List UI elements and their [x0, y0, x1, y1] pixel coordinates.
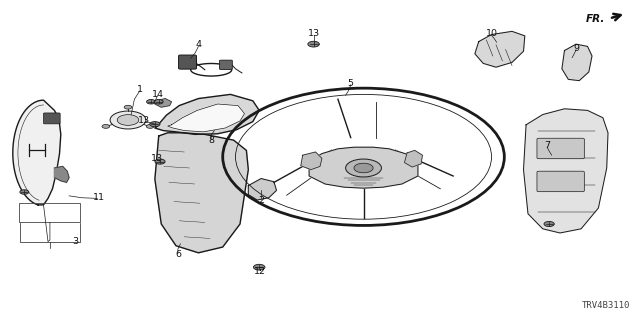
Text: 8: 8 — [208, 136, 214, 145]
Polygon shape — [404, 150, 422, 167]
FancyBboxPatch shape — [537, 171, 584, 192]
Polygon shape — [524, 109, 608, 233]
FancyBboxPatch shape — [44, 113, 60, 124]
FancyBboxPatch shape — [179, 55, 196, 69]
Circle shape — [150, 122, 160, 127]
Circle shape — [346, 159, 381, 177]
Polygon shape — [309, 147, 418, 188]
Text: 12: 12 — [254, 268, 266, 276]
Polygon shape — [168, 104, 244, 132]
Circle shape — [544, 221, 554, 227]
Text: 9: 9 — [573, 44, 579, 52]
Polygon shape — [562, 44, 592, 81]
Circle shape — [308, 41, 319, 47]
Circle shape — [155, 159, 165, 164]
Polygon shape — [475, 31, 525, 67]
Circle shape — [253, 264, 265, 270]
Polygon shape — [155, 99, 172, 107]
Text: 6: 6 — [175, 250, 181, 259]
Text: TRV4B3110: TRV4B3110 — [582, 301, 630, 310]
Circle shape — [110, 111, 146, 129]
Circle shape — [20, 190, 29, 194]
Bar — [19, 203, 80, 222]
Circle shape — [147, 100, 156, 104]
Polygon shape — [155, 133, 248, 253]
FancyBboxPatch shape — [537, 138, 584, 159]
Circle shape — [147, 124, 154, 128]
Text: 4: 4 — [195, 40, 202, 49]
Polygon shape — [54, 166, 69, 182]
Text: FR.: FR. — [586, 14, 605, 24]
Text: 14: 14 — [152, 90, 163, 99]
FancyBboxPatch shape — [220, 60, 232, 69]
Text: 1: 1 — [136, 85, 143, 94]
Circle shape — [154, 100, 163, 104]
Circle shape — [102, 124, 109, 128]
Polygon shape — [13, 100, 61, 205]
Polygon shape — [155, 94, 259, 134]
Text: 10: 10 — [486, 29, 497, 38]
Text: 11: 11 — [93, 193, 105, 202]
Polygon shape — [248, 179, 276, 200]
Text: 5: 5 — [348, 79, 354, 88]
Text: 7: 7 — [544, 141, 550, 150]
Polygon shape — [301, 152, 322, 170]
Circle shape — [354, 163, 373, 173]
Text: 3: 3 — [72, 237, 79, 246]
Text: 13: 13 — [151, 154, 163, 163]
Text: 13: 13 — [138, 116, 150, 125]
Text: 13: 13 — [308, 29, 319, 38]
Text: 2: 2 — [258, 196, 264, 204]
Circle shape — [124, 105, 132, 109]
Circle shape — [117, 115, 139, 125]
